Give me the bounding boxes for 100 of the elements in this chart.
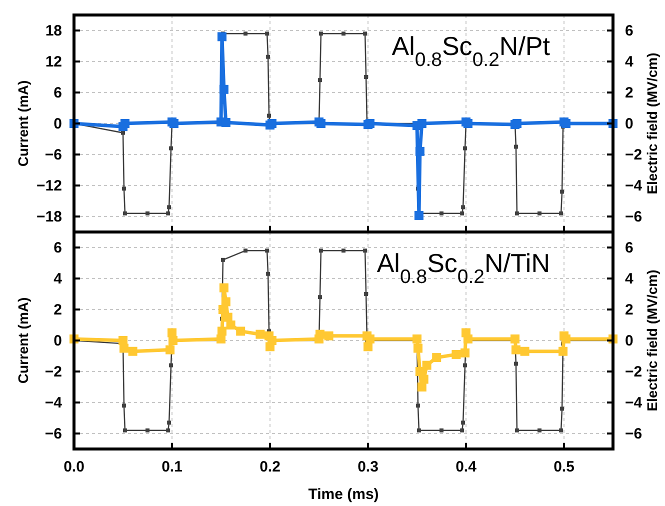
point — [514, 144, 518, 149]
y2-tick-label: −2 — [625, 363, 642, 380]
annotation: Al$_{0.8}$Sc$_{0.2}$N/TiN — [376, 248, 550, 288]
point — [364, 292, 368, 296]
y2-tick-label: 0 — [625, 332, 634, 350]
point — [318, 248, 323, 253]
point — [122, 211, 127, 216]
point — [267, 119, 276, 128]
point — [265, 248, 270, 253]
point — [432, 353, 442, 362]
point — [120, 119, 130, 128]
point — [463, 334, 472, 344]
y2-tick-label: 0 — [625, 115, 634, 132]
point — [561, 334, 570, 344]
y2-tick-label: −4 — [625, 394, 643, 412]
point — [122, 428, 127, 432]
point — [538, 211, 542, 216]
y2-tick-label: −6 — [625, 425, 642, 442]
point — [416, 404, 420, 408]
point — [128, 346, 138, 356]
point — [324, 331, 334, 340]
point — [226, 320, 236, 330]
y-tick-label: 4 — [54, 270, 63, 288]
point — [511, 345, 520, 354]
point — [221, 118, 230, 127]
point — [244, 32, 248, 36]
point — [166, 211, 170, 216]
point — [460, 211, 464, 216]
x-tick-label: 0.2 — [260, 458, 280, 476]
point — [452, 350, 461, 359]
y-axis-title: Current (mA) — [15, 297, 31, 384]
point — [318, 78, 322, 82]
point — [217, 326, 226, 336]
point — [461, 420, 466, 425]
point — [510, 334, 520, 344]
point — [560, 190, 564, 194]
y2-tick-label: −2 — [625, 146, 642, 164]
point — [118, 336, 128, 345]
y2-tick-label: 6 — [625, 239, 634, 256]
point — [265, 32, 270, 36]
point — [119, 344, 128, 353]
y-tick-label: 0 — [54, 115, 62, 132]
point — [440, 211, 444, 216]
y2-tick-label: −6 — [625, 208, 642, 226]
y-tick-label: −2 — [44, 363, 62, 380]
point — [219, 283, 228, 292]
point — [514, 362, 518, 366]
point — [363, 248, 368, 253]
point — [122, 404, 126, 408]
y2-tick-label: 6 — [625, 22, 634, 40]
point — [267, 114, 272, 118]
y-tick-label: −6 — [44, 146, 62, 164]
x-tick-label: 0.1 — [162, 458, 182, 476]
point — [417, 119, 426, 128]
point — [166, 345, 175, 354]
y-tick-label: 0 — [54, 332, 62, 350]
point — [440, 428, 444, 432]
x-tick-label: 0.4 — [456, 458, 478, 476]
point — [342, 32, 346, 36]
point — [244, 248, 248, 253]
point — [146, 211, 150, 216]
point — [221, 297, 230, 306]
point — [365, 119, 374, 128]
y2-tick-label: 4 — [625, 270, 634, 288]
point — [419, 374, 428, 384]
point — [559, 428, 564, 432]
point — [256, 330, 265, 339]
point — [463, 119, 472, 128]
point — [267, 336, 276, 345]
point — [166, 428, 170, 432]
point — [561, 119, 570, 128]
point — [315, 330, 324, 339]
y-axis-title: Current (mA) — [15, 80, 31, 167]
annotation: Al$_{0.8}$Sc$_{0.2}$N/Pt — [392, 31, 551, 71]
y2-axis-title: Electric field (MV/cm) — [644, 52, 660, 194]
point — [520, 346, 530, 356]
y2-tick-label: −4 — [625, 177, 643, 194]
x-tick-label: 0.3 — [358, 458, 378, 476]
point — [413, 344, 422, 353]
y-tick-label: 12 — [45, 53, 62, 70]
point — [219, 84, 228, 94]
point — [266, 54, 270, 59]
point — [122, 186, 126, 191]
point — [416, 428, 421, 432]
point — [460, 428, 464, 432]
y-tick-label: −4 — [44, 394, 63, 412]
y-tick-label: 2 — [54, 301, 62, 318]
point — [146, 428, 150, 432]
x-tick-label: 0.5 — [554, 458, 574, 476]
point — [514, 211, 519, 216]
point — [560, 406, 564, 411]
point — [538, 428, 542, 432]
y2-tick-label: 2 — [625, 301, 634, 318]
point — [217, 32, 226, 42]
point — [412, 334, 422, 344]
point — [365, 334, 374, 344]
point — [167, 205, 172, 210]
point — [168, 336, 178, 345]
y-tick-label: −12 — [36, 177, 62, 194]
point — [169, 146, 174, 150]
